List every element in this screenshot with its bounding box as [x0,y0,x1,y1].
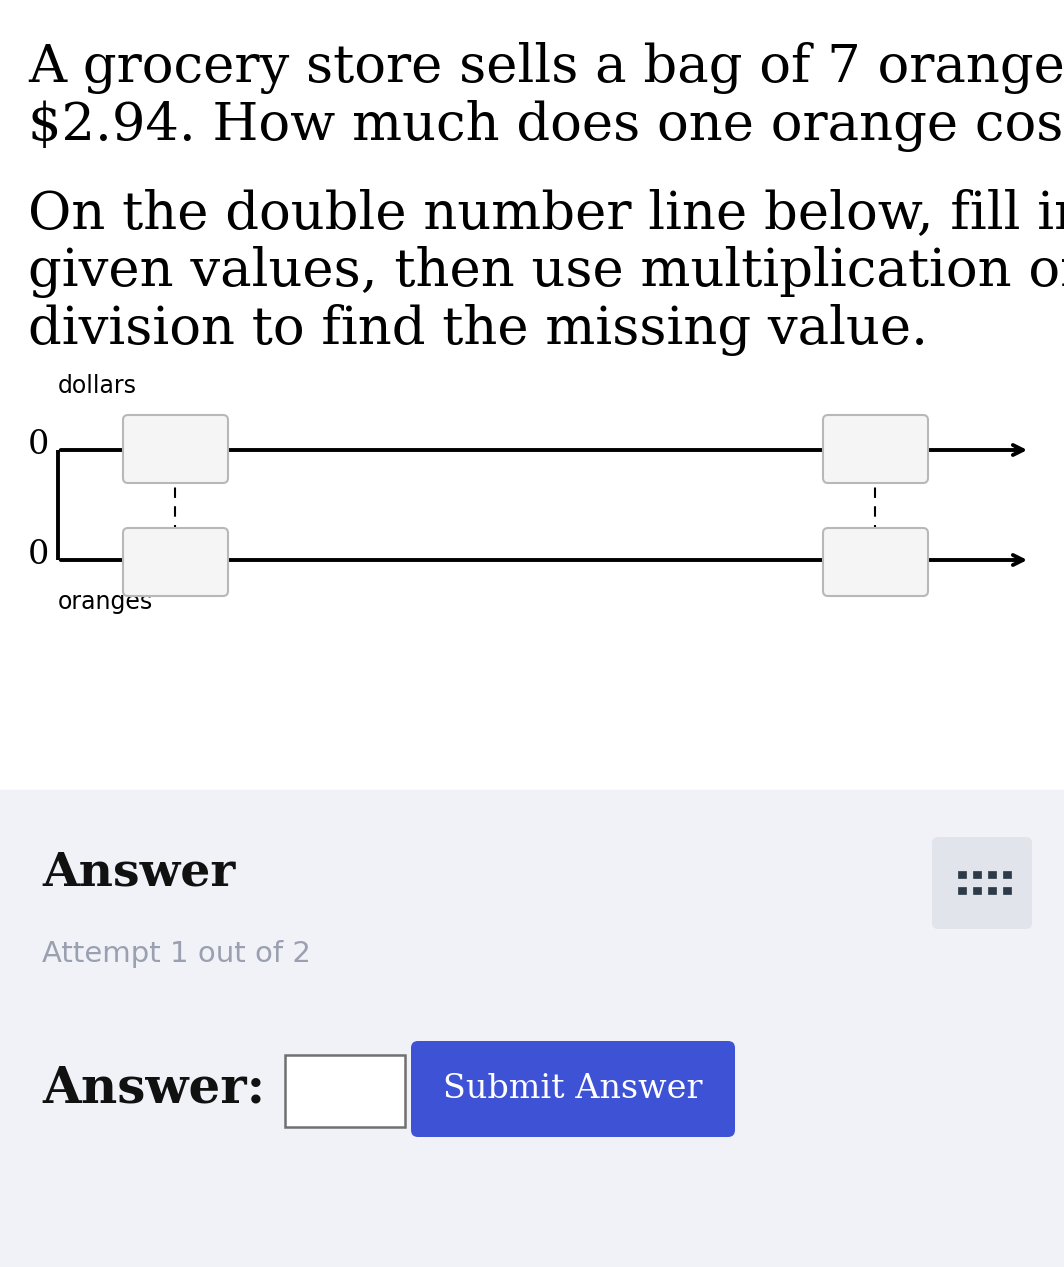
Bar [1003,887,1011,895]
Text: Submit Answer: Submit Answer [444,1073,702,1105]
FancyBboxPatch shape [822,416,928,483]
Text: division to find the missing value.: division to find the missing value. [28,304,928,356]
FancyBboxPatch shape [123,416,228,483]
FancyBboxPatch shape [123,528,228,595]
Text: On the double number line below, fill in the: On the double number line below, fill in… [28,188,1064,239]
Bar [1003,870,1011,878]
FancyBboxPatch shape [822,528,928,595]
Text: given values, then use multiplication or: given values, then use multiplication or [28,246,1064,298]
Text: Answer: $: Answer: $ [41,1066,317,1115]
Text: Attempt 1 out of 2: Attempt 1 out of 2 [41,940,311,968]
Bar [958,887,966,895]
Bar [972,870,981,878]
FancyBboxPatch shape [932,837,1032,929]
Text: dollars: dollars [59,374,137,398]
Bar [988,887,996,895]
FancyBboxPatch shape [9,798,1055,1258]
Bar [988,870,996,878]
Text: $2.94. How much does one orange cost?: $2.94. How much does one orange cost? [28,100,1064,152]
Bar [0,791,1064,1267]
Bar [285,1055,405,1128]
Text: oranges: oranges [59,590,153,614]
Text: 0: 0 [28,430,49,461]
FancyBboxPatch shape [411,1041,735,1136]
Text: A grocery store sells a bag of 7 oranges for: A grocery store sells a bag of 7 oranges… [28,42,1064,94]
Bar [972,887,981,895]
Text: 0: 0 [28,538,49,571]
Bar [958,870,966,878]
Text: Answer: Answer [41,850,235,896]
Bar [0,0,1064,791]
